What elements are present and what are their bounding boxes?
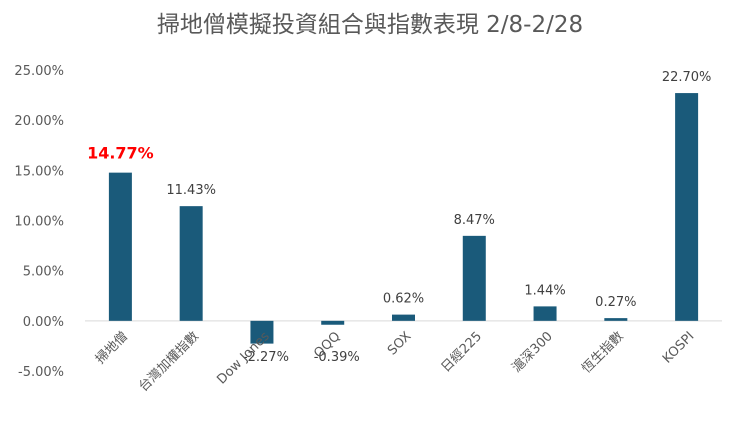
chart-title: 掃地僧模擬投資組合與指數表現 2/8-2/28 bbox=[157, 12, 583, 38]
y-tick-label: 25.00% bbox=[14, 64, 64, 79]
bar bbox=[250, 320, 274, 344]
bars bbox=[108, 93, 699, 344]
bar bbox=[533, 306, 557, 321]
category-label: 滬深300 bbox=[509, 328, 556, 375]
data-label: 8.47% bbox=[454, 213, 495, 228]
y-axis: -5.00% 0.00% 5.00% 10.00% 15.00% 20.00% 25.00% bbox=[14, 64, 64, 380]
data-label: -0.39% bbox=[314, 350, 360, 365]
data-label: 0.62% bbox=[383, 292, 424, 307]
category-label: 恆生指數 bbox=[579, 329, 626, 376]
y-tick-label: 5.00% bbox=[23, 265, 64, 280]
y-tick-label: -5.00% bbox=[18, 365, 64, 380]
data-label: 11.43% bbox=[166, 183, 216, 198]
bar bbox=[462, 235, 486, 321]
data-label: 22.70% bbox=[662, 70, 712, 85]
bar bbox=[179, 206, 203, 321]
data-label: -2.27% bbox=[243, 350, 289, 365]
category-label: 掃地僧 bbox=[92, 328, 131, 367]
category-label: 日經225 bbox=[439, 329, 486, 376]
bar bbox=[675, 93, 699, 321]
bar bbox=[321, 320, 345, 325]
data-label: 0.27% bbox=[595, 295, 636, 310]
data-label: 1.44% bbox=[524, 283, 565, 298]
y-tick-label: 0.00% bbox=[23, 315, 64, 330]
category-label: 台灣加權指數 bbox=[136, 329, 202, 395]
bar bbox=[108, 172, 132, 321]
category-label: SOX bbox=[385, 329, 414, 358]
bar bbox=[392, 314, 415, 321]
bar bbox=[604, 318, 628, 321]
data-labels: 14.77% 11.43% -2.27% -0.39% 0.62% 8.47% 1.44% 0… bbox=[87, 70, 711, 365]
x-axis: 掃地僧 台灣加權指數 Dow Jones QQQ SOX 日經225 滬深300 恆生指數 KO… bbox=[92, 328, 697, 394]
y-tick-label: 15.00% bbox=[14, 164, 64, 179]
category-label: KOSPI bbox=[660, 329, 697, 366]
y-tick-label: 10.00% bbox=[14, 215, 64, 230]
highlight-data-label: 14.77% bbox=[87, 144, 154, 163]
y-tick-label: 20.00% bbox=[14, 114, 64, 129]
